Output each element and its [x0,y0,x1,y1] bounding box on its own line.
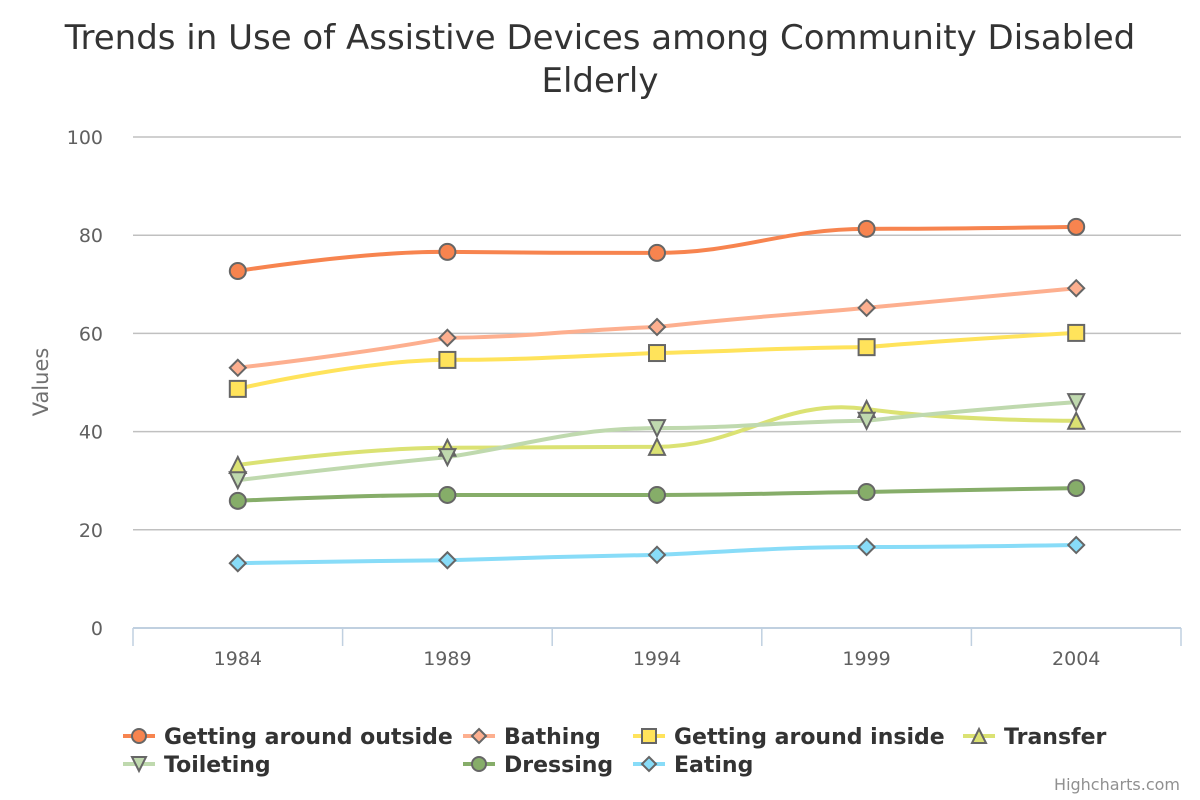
y-tick-label: 0 [91,618,103,640]
data-point-dressing[interactable] [1067,479,1086,498]
data-point-bathing[interactable] [647,317,667,337]
y-axis-tick-labels: 0 20 40 60 80 100 [67,127,103,640]
data-point-bathing[interactable] [228,358,248,378]
data-point-getting-around-inside[interactable] [1067,323,1086,342]
data-point-toileting[interactable] [228,471,248,491]
chart-title-line-2: Elderly [542,61,659,101]
legend-label-getting-around-inside: Getting around inside [674,725,945,750]
x-tick-label: 1989 [423,648,471,670]
data-point-getting-around-outside[interactable] [1067,217,1086,236]
y-axis-title: Values [29,348,53,417]
data-point-getting-around-inside[interactable] [857,338,876,357]
data-point-bathing[interactable] [437,328,457,348]
x-tick-label: 2004 [1052,648,1100,670]
data-point-transfer[interactable] [1066,410,1086,430]
data-point-eating[interactable] [228,553,248,573]
markers-getting-around-inside [228,323,1086,398]
data-point-getting-around-outside[interactable] [228,262,247,281]
y-tick-label: 60 [79,323,103,345]
data-point-toileting[interactable] [1066,393,1086,413]
legend-item-dressing[interactable]: Dressing [463,753,613,778]
data-point-getting-around-outside[interactable] [438,242,457,261]
legend-label-getting-around-outside: Getting around outside [164,725,453,750]
legend-label-bathing: Bathing [504,725,601,750]
legend-item-transfer[interactable]: Transfer [963,725,1107,750]
x-tick-label: 1984 [214,648,262,670]
legend-symbol-transfer [970,726,988,744]
y-tick-label: 20 [79,520,103,542]
data-point-getting-around-outside[interactable] [648,243,666,262]
data-point-bathing[interactable] [1066,278,1086,298]
y-tick-label: 80 [79,225,103,247]
legend-symbol-getting-around-inside [641,728,657,744]
data-point-toileting[interactable] [856,411,877,432]
chart-title: Trends in Use of Assistive Devices among… [64,18,1136,101]
data-point-dressing[interactable] [857,482,876,501]
x-tick-label: 1994 [633,648,681,670]
data-point-getting-around-outside[interactable] [857,219,876,238]
x-tick-label: 1999 [842,648,890,670]
data-point-eating[interactable] [857,537,877,557]
legend-symbol-eating [640,755,658,773]
data-point-toileting[interactable] [647,419,667,439]
markers-eating [228,535,1086,573]
legend-symbol-getting-around-outside [131,728,147,744]
y-tick-label: 40 [79,422,103,444]
data-point-bathing[interactable] [857,298,877,318]
data-point-eating[interactable] [437,550,457,570]
data-point-dressing[interactable] [648,485,666,504]
data-point-dressing[interactable] [228,491,247,510]
legend-item-eating[interactable]: Eating [633,753,753,778]
legend-symbol-bathing [470,727,488,745]
y-tick-label: 100 [67,127,103,149]
legend-label-transfer: Transfer [1004,725,1107,750]
data-point-toileting[interactable] [437,448,458,468]
data-point-getting-around-inside[interactable] [228,379,247,398]
legend: Getting around outside Bathing Getting aro… [123,725,1107,778]
legend-item-getting-around-outside[interactable]: Getting around outside [123,725,453,750]
data-point-eating[interactable] [647,545,667,565]
data-point-getting-around-inside[interactable] [648,344,666,363]
data-point-getting-around-inside[interactable] [438,350,457,369]
legend-label-eating: Eating [674,753,753,778]
legend-label-dressing: Dressing [504,753,613,778]
chart-title-line-1: Trends in Use of Assistive Devices among… [64,18,1136,58]
markers-bathing [228,278,1086,378]
legend-symbol-toileting [130,756,148,774]
markers-getting-around-outside [228,217,1086,281]
x-axis: 1984 1989 1994 1999 2004 [132,627,1182,670]
credits-link[interactable]: Highcharts.com [1054,775,1180,794]
legend-symbol-dressing [471,756,487,772]
data-point-eating[interactable] [1066,535,1086,555]
data-point-transfer[interactable] [647,436,667,456]
legend-item-bathing[interactable]: Bathing [463,725,601,750]
series-group [228,217,1086,573]
data-point-dressing[interactable] [438,485,457,504]
legend-label-toileting: Toileting [164,753,271,778]
legend-item-toileting[interactable]: Toileting [123,753,271,778]
legend-item-getting-around-inside[interactable]: Getting around inside [633,725,945,750]
markers-toileting [228,393,1086,491]
markers-dressing [228,479,1086,510]
